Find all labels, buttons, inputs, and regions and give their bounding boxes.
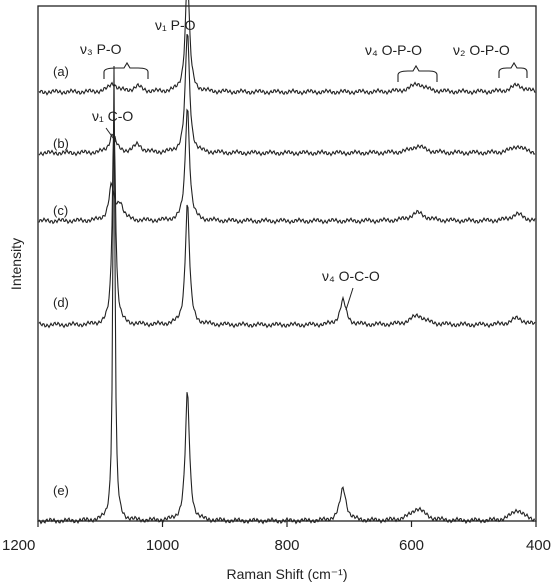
series-label-d: (d) (53, 295, 69, 310)
leader-v4-oco (345, 287, 354, 311)
traces-group (38, 0, 536, 525)
x-axis-ticks: 1200 1000 800 600 400 (2, 521, 551, 554)
x-tick-label: 800 (274, 537, 299, 554)
series-label-e: (e) (53, 483, 69, 498)
y-axis-label: Intensity (8, 238, 24, 290)
spectrum-line-b (38, 33, 536, 157)
x-tick-label: 1200 (2, 537, 35, 554)
annotation-v1-po: ν₁ P-O (155, 17, 196, 33)
spectrum-line-e (38, 65, 536, 525)
x-tick-label: 600 (399, 537, 424, 554)
annotation-v4-opo: ν₄ O-P-O (365, 42, 422, 58)
annotation-v3-po: ν₃ P-O (80, 41, 122, 57)
spectrum-line-d (38, 113, 536, 329)
annotation-v1-co: ν₁ C-O (92, 108, 133, 124)
series-label-a: (a) (53, 64, 69, 79)
x-tick-label: 400 (526, 537, 551, 554)
bracket-v4-opo (397, 64, 438, 82)
leader-v1-co (105, 127, 117, 143)
annotation-v4-oco: ν₄ O-C-O (322, 268, 380, 284)
annotation-v2-opo: ν₂ O-P-O (453, 42, 510, 58)
spectrum-line-a (38, 0, 536, 96)
series-label-c: (c) (53, 203, 68, 218)
spectrum-line-c (38, 108, 536, 225)
bracket-v3-po (103, 61, 149, 79)
series-label-b: (b) (53, 136, 69, 151)
x-axis-label: Raman Shift (cm⁻¹) (227, 566, 348, 582)
bracket-v2-opo (498, 61, 528, 78)
x-tick-label: 1000 (146, 537, 179, 554)
